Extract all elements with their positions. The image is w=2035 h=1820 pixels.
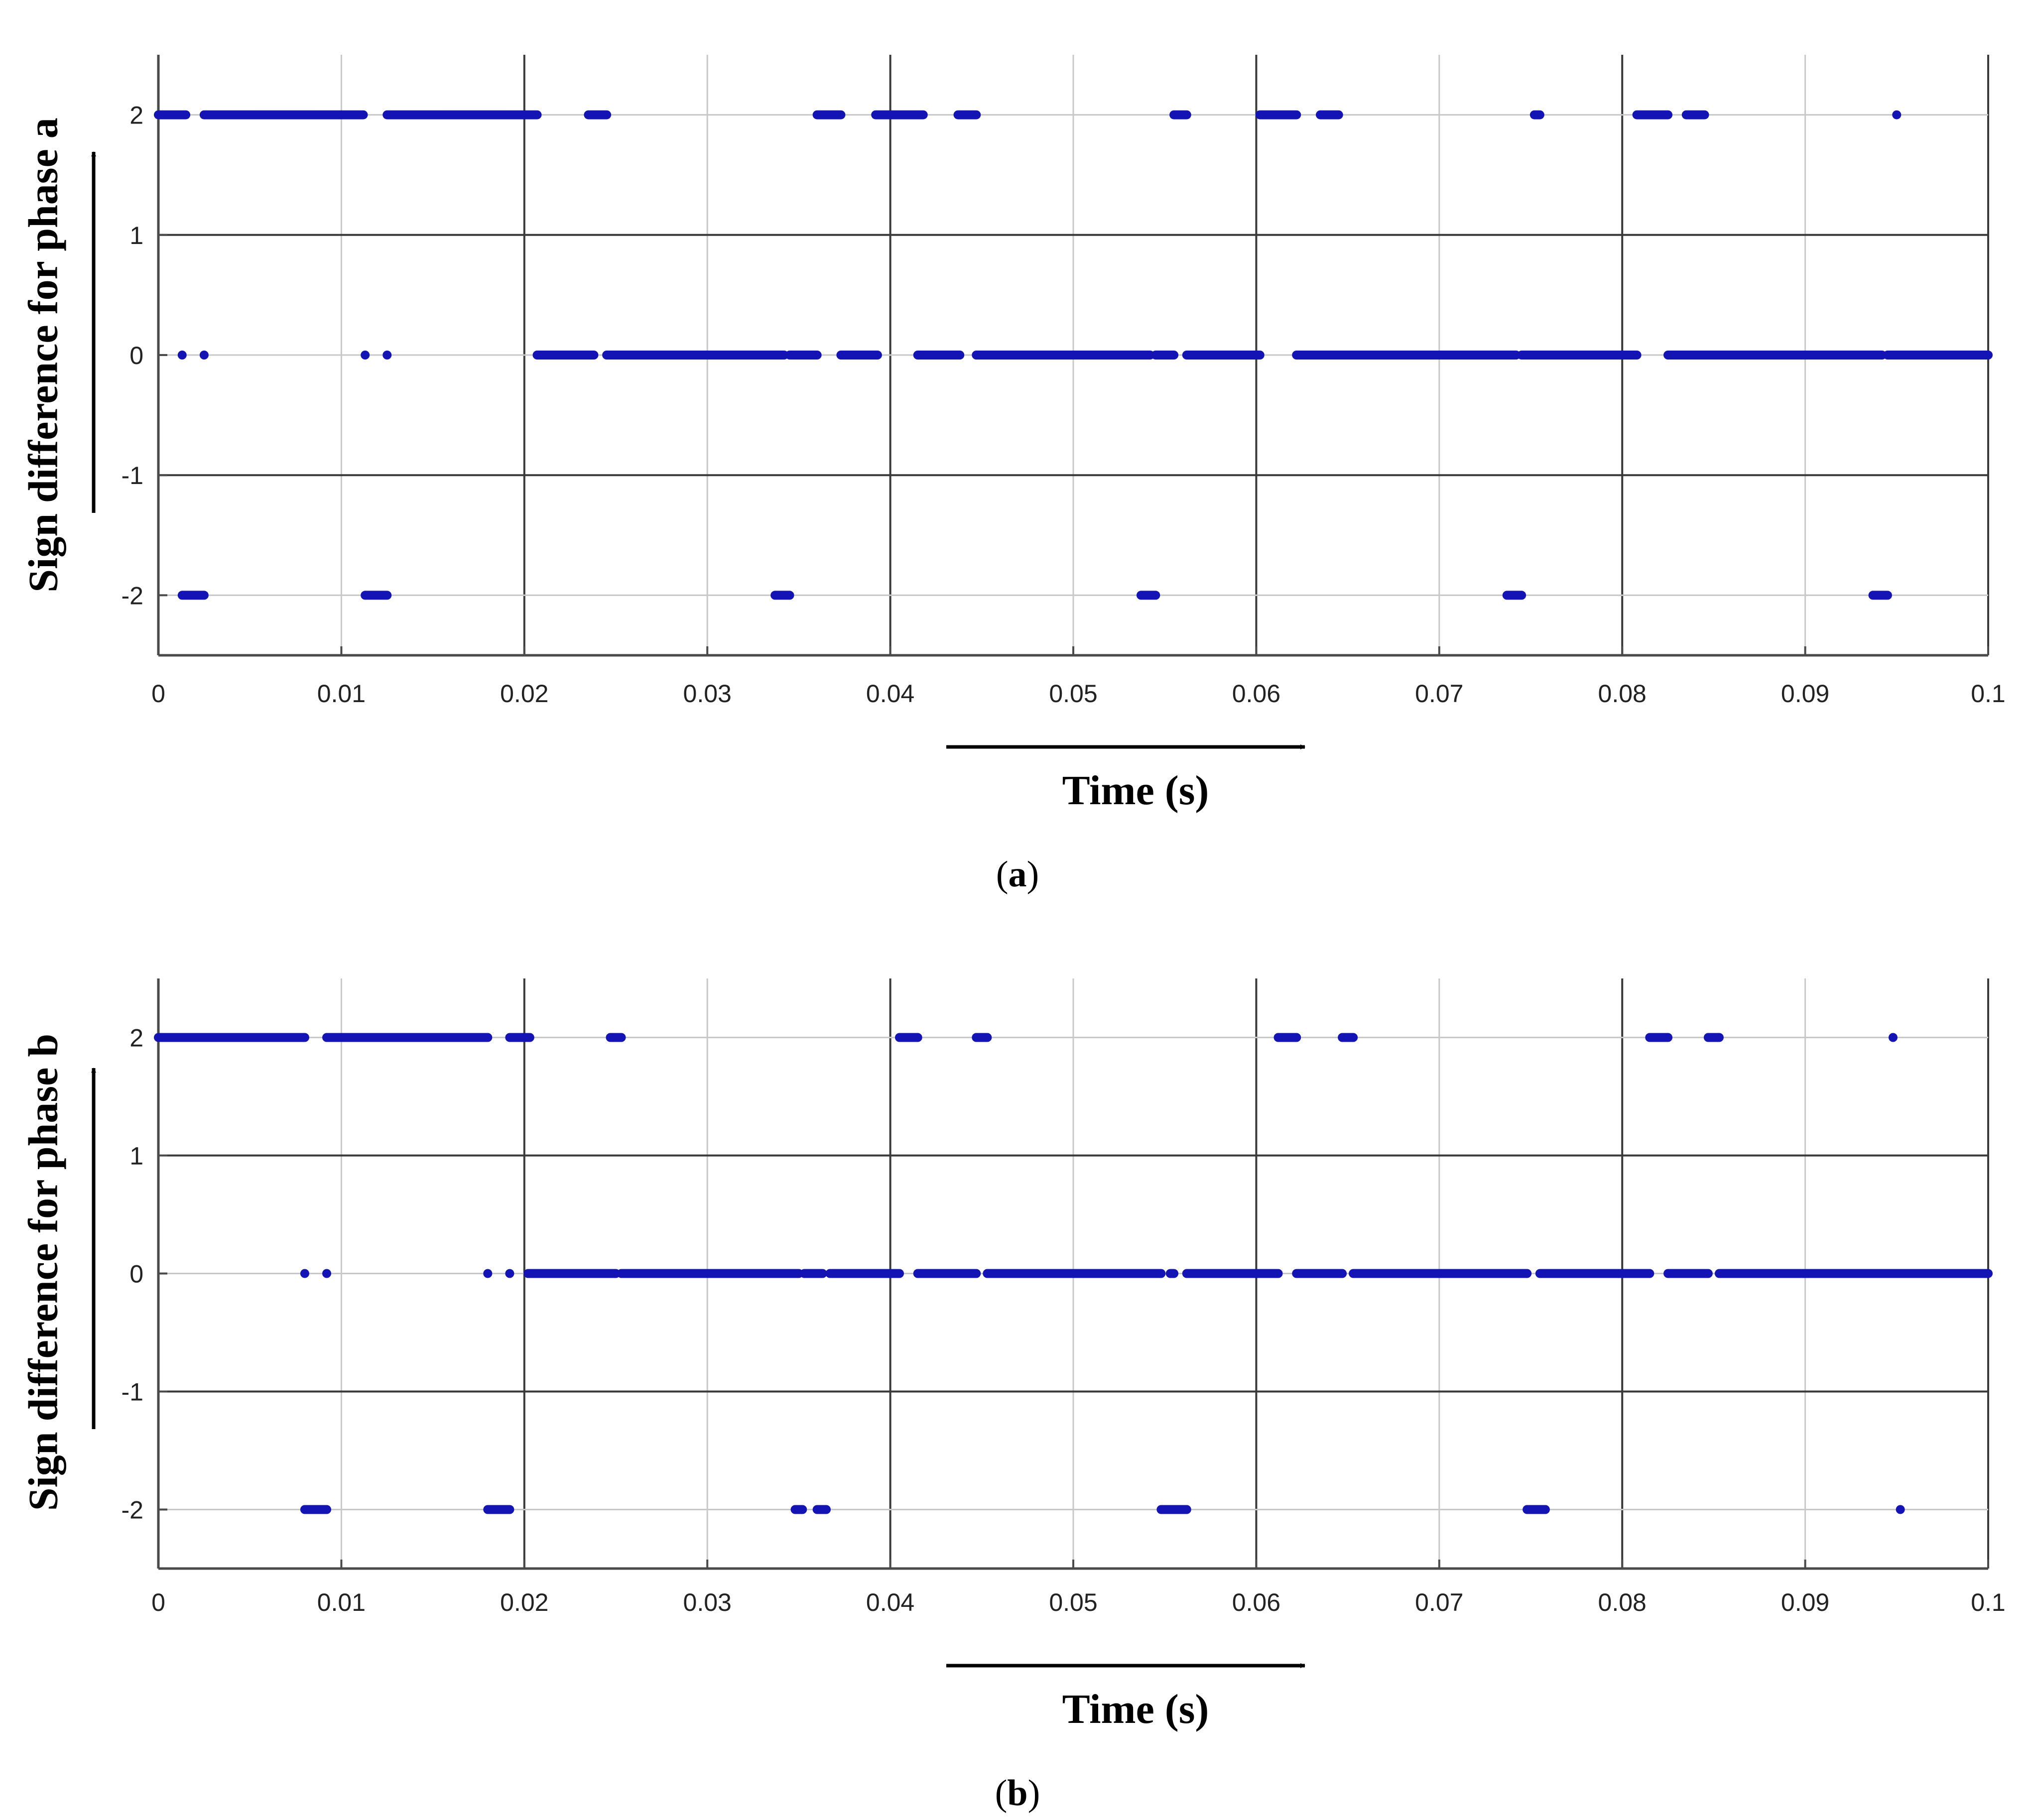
x-tick-label: 0.1 <box>1971 680 2006 708</box>
data-point <box>1892 110 1902 120</box>
x-tick-label: 0.1 <box>1971 1588 2006 1616</box>
panel-caption: (b) <box>995 1773 1040 1814</box>
y-tick-label: 0 <box>129 342 143 369</box>
x-tick-label: 0.03 <box>683 1588 732 1616</box>
data-point <box>1896 1505 1905 1514</box>
data-point <box>322 1269 332 1278</box>
x-axis-title: Time (s) <box>1062 1686 1209 1732</box>
series-y-2 <box>154 1033 1898 1042</box>
y-tick-label: 0 <box>129 1260 143 1288</box>
data-point <box>1888 1033 1898 1042</box>
chart-panel-b: 0 0.01 0.02 0.03 0.04 0.05 0.06 0.07 0.08 0.09 0.1… <box>20 978 2006 1814</box>
y-tick-label: 1 <box>129 1142 143 1170</box>
series-y-2 <box>154 110 1902 120</box>
x-tick-label: 0.04 <box>866 1588 914 1616</box>
data-point <box>177 351 187 360</box>
x-tick-label: 0.02 <box>500 1588 548 1616</box>
x-tick-label: 0.08 <box>1598 1588 1647 1616</box>
x-tick-label: 0.01 <box>317 1588 366 1616</box>
y-tick-label: -2 <box>122 1496 143 1524</box>
y-tick-label: 1 <box>129 222 143 249</box>
x-tick-label: 0.07 <box>1415 1588 1463 1616</box>
x-tick-label: 0.06 <box>1232 680 1280 708</box>
x-tick-label: 0.02 <box>500 680 548 708</box>
x-tick-label: 0.04 <box>866 680 914 708</box>
x-tick-label: 0.08 <box>1598 680 1647 708</box>
x-tick-label: 0.05 <box>1049 680 1097 708</box>
x-axis-title: Time (s) <box>1062 767 1209 814</box>
x-tick-label: 0.01 <box>317 680 366 708</box>
data-point <box>199 351 209 360</box>
x-tick-label: 0.05 <box>1049 1588 1097 1616</box>
x-tick-label: 0.07 <box>1415 680 1463 708</box>
data-point <box>382 351 392 360</box>
y-axis-title: Sign difference for phase b <box>20 1034 66 1511</box>
y-tick-label: 2 <box>129 1024 143 1052</box>
data-point <box>361 351 370 360</box>
data-point <box>300 1269 309 1278</box>
x-tick-label: 0.03 <box>683 680 732 708</box>
series-y--2 <box>300 1505 1905 1514</box>
panel-label: a <box>1009 854 1027 895</box>
panel-caption: (a) <box>996 854 1039 895</box>
x-tick-label: 0.09 <box>1781 680 1829 708</box>
x-tick-label: 0.09 <box>1781 1588 1829 1616</box>
y-tick-label: -1 <box>122 462 143 489</box>
x-tick-label: 0 <box>151 1588 165 1616</box>
y-tick-label: -2 <box>122 582 143 609</box>
chart-panel-a: 0 0.01 0.02 0.03 0.04 0.05 0.06 0.07 0.08 0.09 0.1… <box>20 55 2006 895</box>
panel-label: b <box>1007 1773 1027 1814</box>
y-tick-label: -1 <box>122 1378 143 1406</box>
data-point <box>505 1269 514 1278</box>
series-y-0 <box>177 351 1993 360</box>
x-tick-label: 0 <box>151 680 165 708</box>
y-axis-title: Sign difference for phase a <box>20 118 66 593</box>
data-point <box>483 1269 493 1278</box>
x-tick-label: 0.06 <box>1232 1588 1280 1616</box>
series-y-0 <box>300 1269 1993 1278</box>
y-tick-label: 2 <box>129 102 143 129</box>
